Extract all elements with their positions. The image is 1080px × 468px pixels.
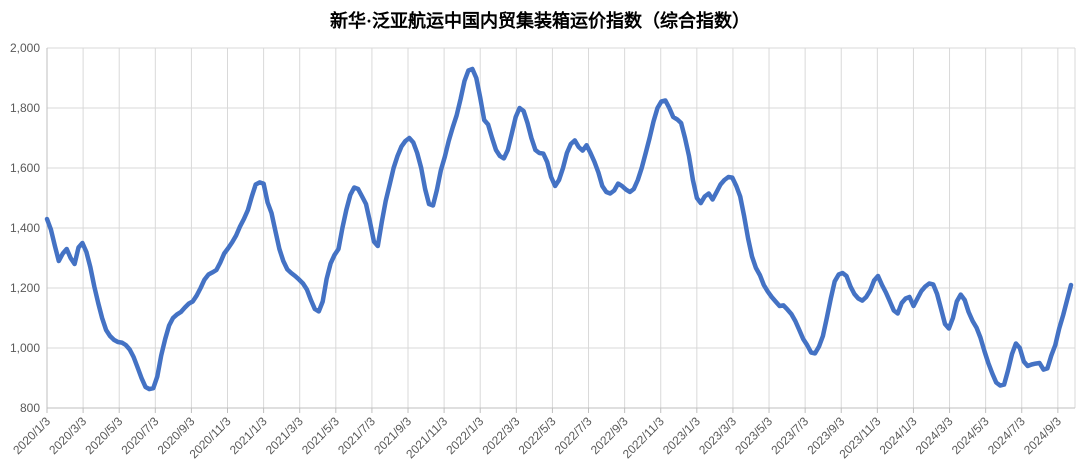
x-tick-label: 2021/7/3 bbox=[335, 414, 378, 457]
x-tick-label: 2021/5/3 bbox=[299, 414, 342, 457]
freight-index-line bbox=[44, 66, 1074, 392]
x-tick-label: 2020/3/3 bbox=[46, 414, 89, 457]
x-tick-label: 2020/5/3 bbox=[82, 414, 125, 457]
x-tick-label: 2023/5/3 bbox=[732, 414, 775, 457]
x-tick-label: 2024/7/3 bbox=[985, 414, 1028, 457]
y-tick-label: 1,800 bbox=[10, 101, 40, 115]
y-tick-label: 2,000 bbox=[10, 41, 40, 55]
x-tick-label: 2022/7/3 bbox=[552, 414, 595, 457]
x-tick-label: 2020/7/3 bbox=[118, 414, 161, 457]
x-tick-label: 2023/1/3 bbox=[660, 414, 703, 457]
x-tick-label: 2023/7/3 bbox=[768, 414, 811, 457]
y-tick-label: 1,000 bbox=[10, 341, 40, 355]
y-tick-label: 1,200 bbox=[10, 281, 40, 295]
x-tick-label: 2024/3/3 bbox=[913, 414, 956, 457]
x-tick-label: 2024/9/3 bbox=[1021, 414, 1064, 457]
y-tick-label: 1,400 bbox=[10, 221, 40, 235]
y-tick-label: 800 bbox=[20, 401, 40, 415]
x-tick-label: 2020/1/3 bbox=[10, 414, 53, 457]
y-tick-label: 1,600 bbox=[10, 161, 40, 175]
x-tick-label: 2021/3/3 bbox=[263, 414, 306, 457]
x-tick-label: 2023/3/3 bbox=[696, 414, 739, 457]
x-tick-label: 2022/3/3 bbox=[480, 414, 523, 457]
chart-title: 新华·泛亚航运中国内贸集装箱运价指数（综合指数） bbox=[329, 11, 750, 31]
x-tick-label: 2022/1/3 bbox=[443, 414, 486, 457]
x-tick-label: 2024/5/3 bbox=[949, 414, 992, 457]
x-tick-label: 2021/1/3 bbox=[227, 414, 270, 457]
x-tick-label: 2022/5/3 bbox=[516, 414, 559, 457]
x-tick-label: 2024/1/3 bbox=[877, 414, 920, 457]
